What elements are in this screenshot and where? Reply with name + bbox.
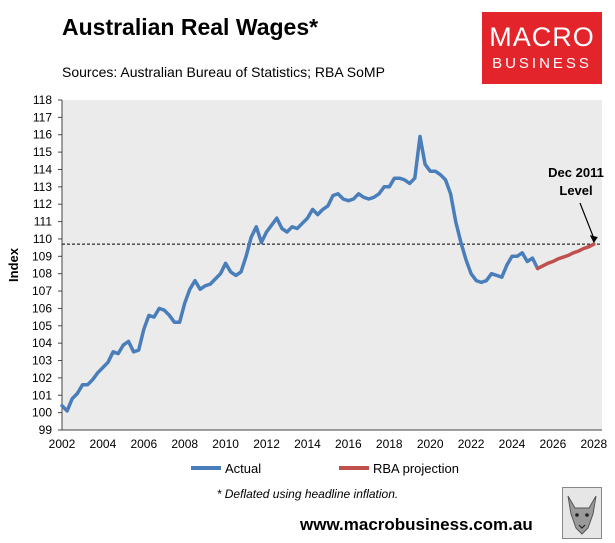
x-tick-label: 2010 <box>212 437 239 451</box>
website-url[interactable]: www.macrobusiness.com.au <box>300 515 533 534</box>
x-tick-label: 2020 <box>417 437 444 451</box>
plot-area <box>62 100 602 430</box>
y-tick-label: 99 <box>39 423 53 437</box>
annotation-line2: Level <box>559 183 592 198</box>
y-tick-label: 118 <box>33 93 52 107</box>
annotation-arrow-line <box>579 202 595 239</box>
wolf-icon <box>562 487 602 539</box>
y-tick-label: 101 <box>32 388 52 402</box>
x-tick-label: 2008 <box>171 437 198 451</box>
x-tick-label: 2022 <box>458 437 485 451</box>
logo-line1: MACRO <box>489 22 595 52</box>
x-tick-label: 2004 <box>90 437 117 451</box>
annotation-line1: Dec 2011 <box>548 165 604 180</box>
x-tick-label: 2026 <box>540 437 567 451</box>
y-tick-label: 107 <box>32 284 52 298</box>
x-tick-label: 2014 <box>294 437 321 451</box>
y-tick-label: 110 <box>33 232 52 246</box>
y-tick-label: 117 <box>33 110 52 124</box>
y-tick-label: 116 <box>33 128 52 142</box>
legend-label-actual: Actual <box>225 461 261 476</box>
y-tick-label: 113 <box>33 180 52 194</box>
y-tick-label: 115 <box>33 145 52 159</box>
y-tick-label: 112 <box>33 197 52 211</box>
y-tick-label: 100 <box>32 406 52 420</box>
x-tick-label: 2012 <box>253 437 280 451</box>
y-tick-label: 103 <box>32 354 52 368</box>
y-tick-label: 114 <box>33 162 52 176</box>
actual-series-line <box>60 134 540 413</box>
footnote: * Deflated using headline inflation. <box>216 487 399 501</box>
legend-label-projection: RBA projection <box>373 461 459 476</box>
y-tick-label: 104 <box>32 336 52 350</box>
x-tick-label: 2016 <box>335 437 362 451</box>
annotation-arrowhead <box>589 235 598 244</box>
y-tick-label: 111 <box>34 215 53 229</box>
x-tick-label: 2028 <box>580 437 607 451</box>
y-tick-label: 105 <box>32 319 52 333</box>
x-tick-label: 2002 <box>49 437 76 451</box>
chart-title: Australian Real Wages* <box>62 14 319 40</box>
x-tick-label: 2024 <box>499 437 526 451</box>
macrobusiness-logo: MACRO BUSINESS <box>482 12 602 84</box>
y-axis-label: Index <box>6 247 21 282</box>
y-tick-label: 108 <box>32 267 52 281</box>
rba-projection-series-line <box>535 242 596 271</box>
y-tick-label: 109 <box>32 249 52 263</box>
x-tick-label: 2006 <box>130 437 157 451</box>
logo-line2: BUSINESS <box>492 55 592 72</box>
y-tick-label: 106 <box>32 301 52 315</box>
chart-subtitle: Sources: Australian Bureau of Statistics… <box>62 64 385 80</box>
x-tick-label: 2018 <box>376 437 403 451</box>
y-tick-label: 102 <box>32 371 52 385</box>
